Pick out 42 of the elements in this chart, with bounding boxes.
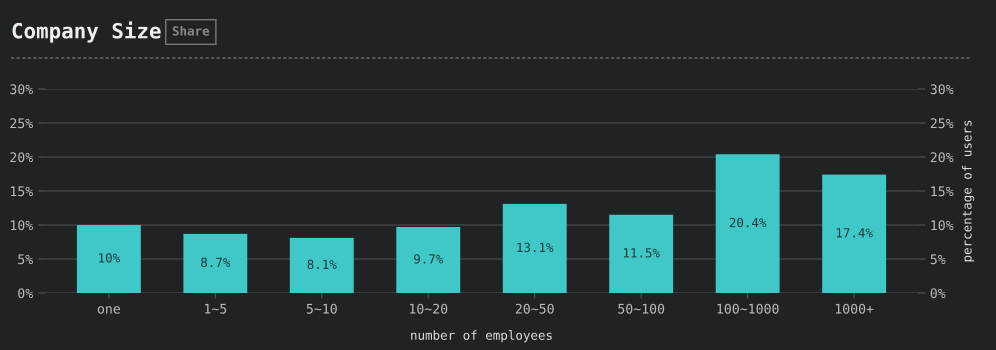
y-tick-label: 10% — [10, 220, 33, 230]
data-label: 8.1% — [308, 260, 337, 270]
x-axis-title: number of employees — [411, 330, 552, 342]
bar — [822, 174, 886, 293]
y2-tick-label: 10% — [931, 220, 954, 230]
y-tick-label: 5% — [18, 254, 33, 264]
x-tick-label: 10~20 — [410, 304, 448, 314]
bar — [502, 204, 567, 293]
bar — [183, 234, 248, 293]
bar — [76, 225, 141, 293]
y-tick-label: 15% — [10, 186, 33, 196]
x-tick-label: 20~50 — [516, 304, 554, 314]
data-label: 17.4% — [836, 228, 873, 238]
bar — [716, 154, 780, 293]
y2-axis-title: percentage of users — [962, 120, 974, 262]
x-tick-label: one — [98, 306, 120, 314]
data-label: 11.5% — [624, 248, 660, 258]
x-tick-label: 1~5 — [205, 304, 226, 314]
y2-tick-label: 5% — [930, 254, 946, 264]
data-label: 9.7% — [414, 254, 444, 264]
y2-tick-label: 0% — [930, 288, 946, 298]
x-tick-label: 100~1000 — [717, 304, 779, 314]
y2-tick-label: 15% — [931, 186, 954, 196]
y-tick-label: 30% — [10, 84, 33, 94]
data-label: 10% — [99, 253, 120, 263]
chart-title: Company Size — [12, 21, 161, 43]
data-label: 20.4% — [730, 218, 766, 228]
y-tick-label: 25% — [10, 118, 33, 128]
x-tick-label: 1000+ — [836, 304, 874, 314]
data-label: 13.1% — [517, 242, 554, 252]
bar — [396, 227, 460, 293]
y-tick-label: 0% — [18, 288, 33, 298]
text: Share — [172, 26, 210, 36]
x-tick-label: 50~100 — [618, 304, 664, 314]
y2-tick-label: 20% — [930, 152, 954, 162]
bar — [290, 238, 354, 293]
x-tick-label: 5~10 — [306, 304, 337, 314]
data-label: 8.7% — [201, 258, 230, 268]
bar — [609, 214, 674, 293]
y2-tick-label: 30% — [930, 84, 954, 94]
y2-tick-label: 25% — [930, 118, 954, 128]
y-tick-label: 20% — [10, 152, 33, 162]
